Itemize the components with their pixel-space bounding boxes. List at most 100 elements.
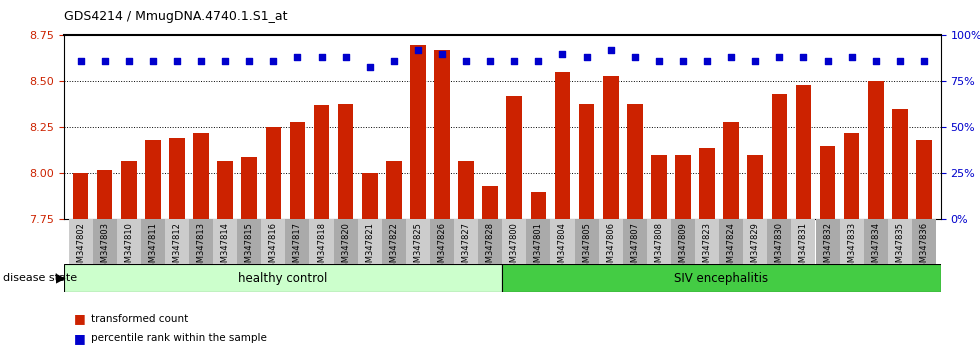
- Point: [555, 51, 570, 57]
- Text: healthy control: healthy control: [238, 272, 327, 285]
- Bar: [507, 96, 522, 219]
- Bar: [386, 161, 402, 219]
- Text: GSM347800: GSM347800: [510, 222, 518, 273]
- Text: GSM347836: GSM347836: [919, 222, 928, 273]
- Bar: [551, 219, 574, 264]
- Bar: [189, 219, 213, 264]
- Bar: [840, 219, 863, 264]
- Bar: [141, 219, 165, 264]
- Bar: [410, 45, 425, 219]
- Text: GSM347814: GSM347814: [220, 222, 229, 273]
- Point: [241, 58, 257, 64]
- Point: [892, 58, 907, 64]
- Bar: [700, 148, 714, 219]
- Point: [579, 55, 595, 60]
- Point: [434, 51, 450, 57]
- Bar: [73, 173, 88, 219]
- Bar: [771, 94, 787, 219]
- Bar: [430, 219, 454, 264]
- Point: [193, 58, 209, 64]
- Bar: [743, 219, 767, 264]
- Point: [916, 58, 932, 64]
- Point: [290, 55, 306, 60]
- Point: [723, 55, 739, 60]
- Bar: [792, 219, 815, 264]
- Text: GSM347831: GSM347831: [799, 222, 808, 273]
- Text: SIV encephalitis: SIV encephalitis: [674, 272, 768, 285]
- Text: GSM347816: GSM347816: [269, 222, 278, 273]
- Text: GSM347805: GSM347805: [582, 222, 591, 273]
- Bar: [603, 76, 618, 219]
- Bar: [599, 219, 622, 264]
- Text: GSM347812: GSM347812: [172, 222, 181, 273]
- Text: GSM347822: GSM347822: [389, 222, 398, 273]
- Bar: [358, 219, 382, 264]
- Text: GSM347834: GSM347834: [871, 222, 880, 273]
- Bar: [526, 219, 551, 264]
- Point: [675, 58, 691, 64]
- Text: GSM347817: GSM347817: [293, 222, 302, 273]
- Bar: [647, 219, 671, 264]
- Bar: [170, 138, 185, 219]
- Bar: [266, 127, 281, 219]
- Point: [338, 55, 354, 60]
- Bar: [748, 155, 763, 219]
- Point: [218, 58, 233, 64]
- Bar: [117, 219, 141, 264]
- Bar: [454, 219, 478, 264]
- Text: GSM347830: GSM347830: [775, 222, 784, 273]
- Point: [73, 58, 88, 64]
- Text: GDS4214 / MmugDNA.4740.1.S1_at: GDS4214 / MmugDNA.4740.1.S1_at: [64, 10, 287, 23]
- Text: GSM347808: GSM347808: [655, 222, 663, 273]
- Bar: [338, 103, 354, 219]
- Bar: [97, 170, 113, 219]
- Bar: [290, 122, 305, 219]
- Text: GSM347818: GSM347818: [317, 222, 326, 273]
- Text: GSM347803: GSM347803: [100, 222, 109, 273]
- Point: [507, 58, 522, 64]
- Bar: [651, 155, 666, 219]
- Bar: [459, 161, 474, 219]
- Text: percentile rank within the sample: percentile rank within the sample: [91, 333, 267, 343]
- Bar: [796, 85, 811, 219]
- Bar: [579, 103, 595, 219]
- Bar: [911, 219, 936, 264]
- Text: GSM347825: GSM347825: [414, 222, 422, 273]
- Text: GSM347810: GSM347810: [124, 222, 133, 273]
- Bar: [888, 219, 911, 264]
- Point: [844, 55, 859, 60]
- Text: GSM347833: GSM347833: [847, 222, 857, 273]
- Text: GSM347806: GSM347806: [607, 222, 615, 273]
- Bar: [723, 122, 739, 219]
- Text: GSM347829: GSM347829: [751, 222, 760, 273]
- Text: ▶: ▶: [56, 272, 66, 285]
- Point: [482, 58, 498, 64]
- Bar: [719, 219, 743, 264]
- Point: [771, 55, 787, 60]
- Bar: [362, 173, 377, 219]
- Bar: [64, 264, 502, 292]
- Bar: [530, 192, 546, 219]
- Bar: [285, 219, 310, 264]
- Bar: [382, 219, 406, 264]
- Point: [796, 55, 811, 60]
- Point: [314, 55, 329, 60]
- Bar: [478, 219, 502, 264]
- Bar: [863, 219, 888, 264]
- Point: [145, 58, 161, 64]
- Bar: [193, 133, 209, 219]
- Text: GSM347809: GSM347809: [678, 222, 688, 273]
- Text: disease state: disease state: [3, 273, 77, 283]
- Text: transformed count: transformed count: [91, 314, 188, 324]
- Text: GSM347802: GSM347802: [76, 222, 85, 273]
- Bar: [333, 219, 358, 264]
- Text: GSM347832: GSM347832: [823, 222, 832, 273]
- Point: [97, 58, 113, 64]
- Bar: [406, 219, 430, 264]
- Bar: [502, 264, 941, 292]
- Bar: [819, 146, 835, 219]
- Bar: [574, 219, 599, 264]
- Bar: [93, 219, 117, 264]
- Point: [627, 55, 643, 60]
- Text: GSM347828: GSM347828: [486, 222, 495, 273]
